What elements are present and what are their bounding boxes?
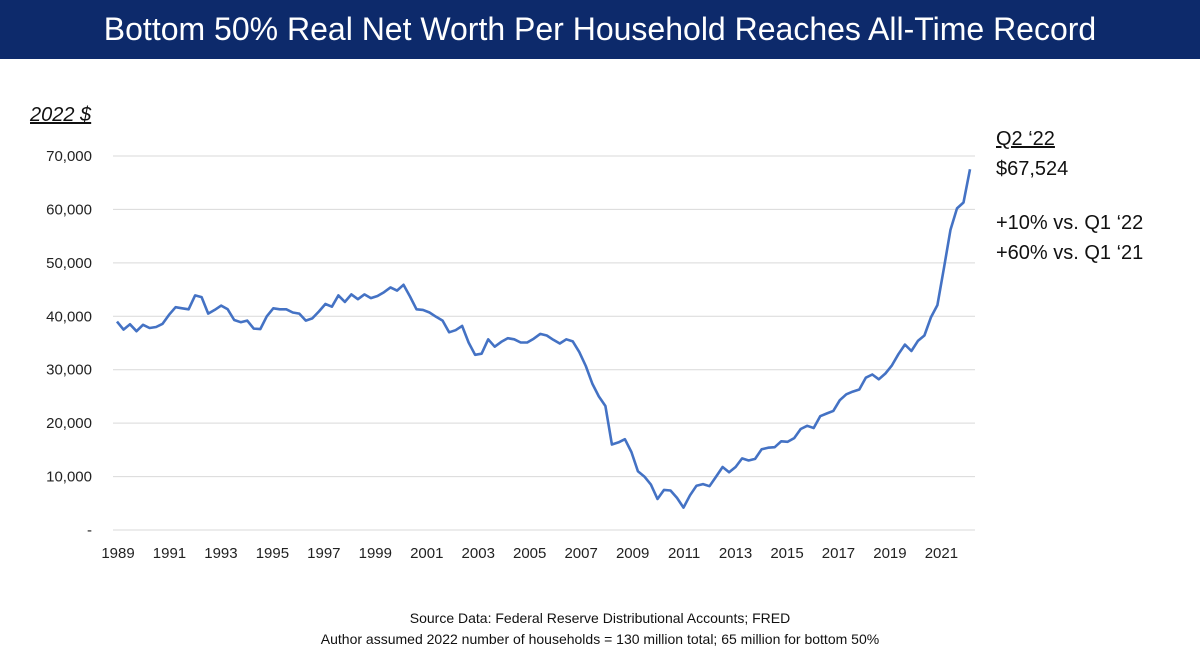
annotation-change-year: +60% vs. Q1 ‘21 xyxy=(996,242,1144,264)
x-tick-label: 2009 xyxy=(616,545,649,562)
source-line-2: Author assumed 2022 number of households… xyxy=(320,631,880,647)
y-tick-label: - xyxy=(87,522,92,539)
x-tick-label: 2001 xyxy=(410,545,443,562)
x-tick-label: 1995 xyxy=(256,545,289,562)
x-tick-label: 2007 xyxy=(564,545,597,562)
annotation-change-quarter: +10% vs. Q1 ‘22 xyxy=(996,212,1144,234)
latest-value-annotation: Q2 ‘22 $67,524 +10% vs. Q1 ‘22 +60% vs. … xyxy=(996,124,1143,268)
annotation-value: $67,524 xyxy=(996,158,1069,180)
chart-title: Bottom 50% Real Net Worth Per Household … xyxy=(0,0,1200,59)
source-note: Source Data: Federal Reserve Distributio… xyxy=(0,608,1200,650)
y-axis-labels: - 10,000 20,000 30,000 40,000 50,000 60,000 70,… xyxy=(46,148,92,539)
x-tick-label: 2003 xyxy=(462,545,495,562)
x-tick-label: 2021 xyxy=(925,545,958,562)
annotation-period: Q2 ‘22 xyxy=(996,128,1055,150)
x-tick-label: 2005 xyxy=(513,545,546,562)
x-tick-label: 2015 xyxy=(770,545,803,562)
x-tick-label: 1999 xyxy=(359,545,392,562)
x-axis-labels: 1989 1991 1993 1995 1997 1999 2001 2003 2005 2007… xyxy=(101,545,958,562)
y-tick-label: 30,000 xyxy=(46,362,92,379)
y-tick-label: 70,000 xyxy=(46,148,92,165)
x-tick-label: 2017 xyxy=(822,545,855,562)
y-tick-label: 50,000 xyxy=(46,255,92,272)
y-tick-label: 60,000 xyxy=(46,201,92,218)
x-tick-label: 1991 xyxy=(153,545,186,562)
y-tick-label: 40,000 xyxy=(46,308,92,325)
y-axis-unit-label: 2022 $ xyxy=(29,104,92,126)
source-line-1: Source Data: Federal Reserve Distributio… xyxy=(409,610,791,626)
x-tick-label: 1993 xyxy=(204,545,237,562)
series-line xyxy=(115,168,972,509)
gridlines xyxy=(113,155,975,531)
x-tick-label: 2013 xyxy=(719,545,752,562)
x-tick-label: 2011 xyxy=(668,545,700,562)
x-tick-label: 2019 xyxy=(873,545,906,562)
y-tick-label: 20,000 xyxy=(46,415,92,432)
x-tick-label: 1997 xyxy=(307,545,340,562)
y-tick-label: 10,000 xyxy=(46,469,92,486)
x-tick-label: 1989 xyxy=(101,545,134,562)
series-lines xyxy=(115,168,972,509)
line-chart: - 10,000 20,000 30,000 40,000 50,000 60,000 70,… xyxy=(29,104,975,562)
